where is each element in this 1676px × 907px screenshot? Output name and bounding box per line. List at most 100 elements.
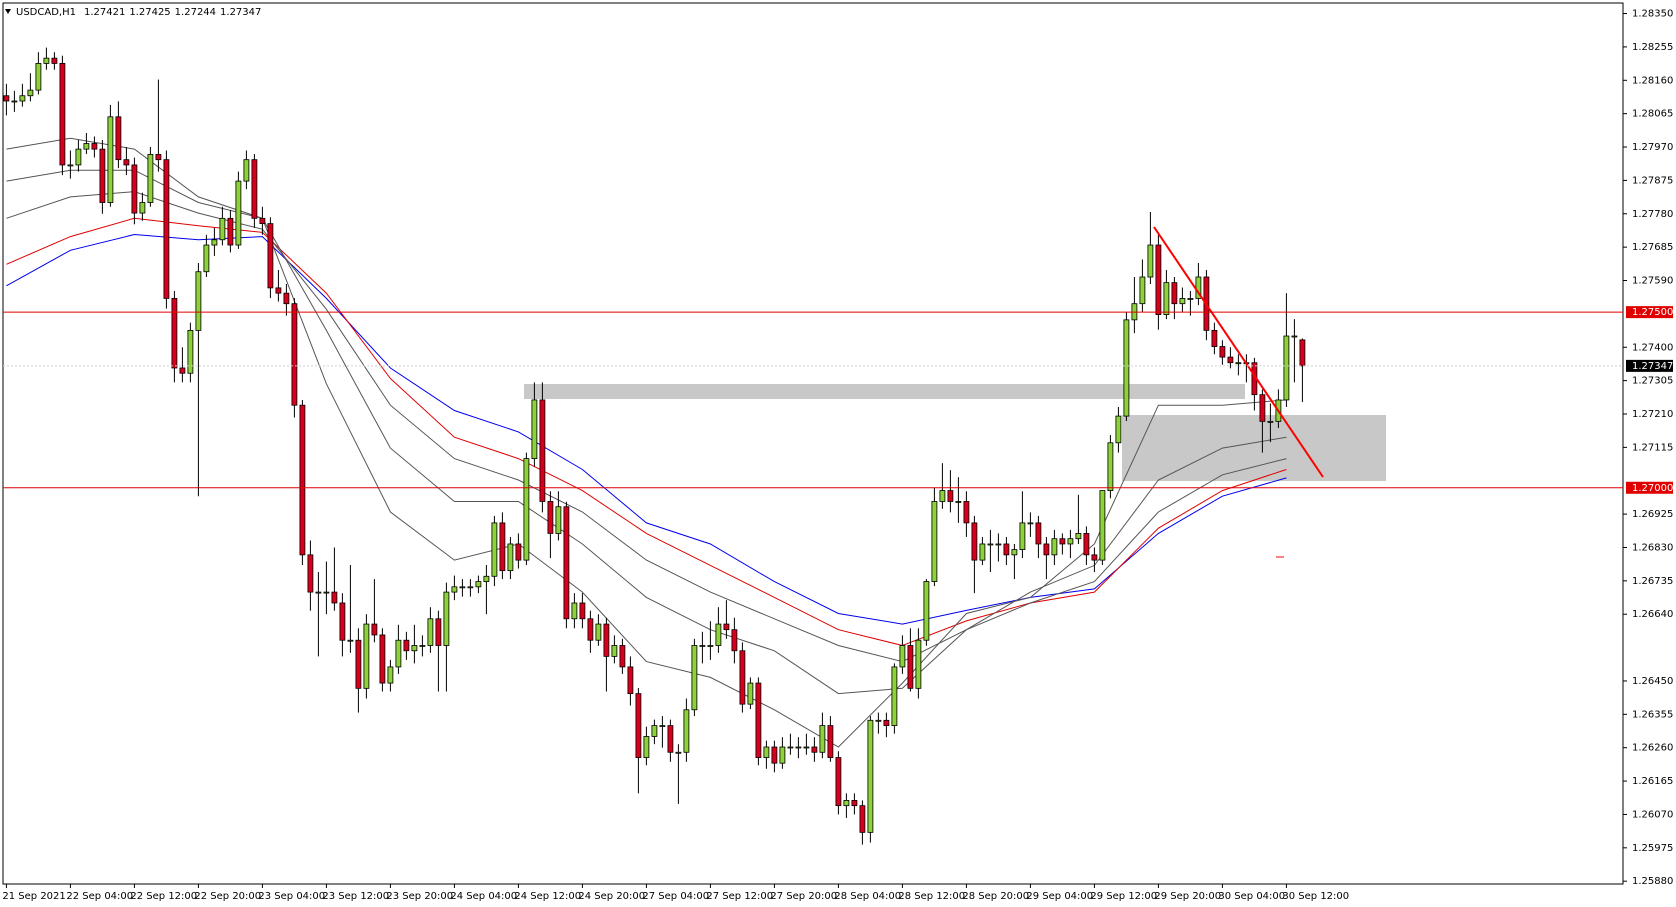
candle-body [443,591,450,646]
candle-body [595,623,602,641]
axes: 1.28350 1.28255 1.28160 1.28065 1.27970 1.278… [2,9,1673,902]
candle-body [395,639,402,668]
candle-body [1179,298,1186,305]
y-tick-label: 1.26925 [1632,509,1673,520]
candle-body [347,639,354,642]
candle-body [811,746,818,753]
candle-body [1115,415,1122,444]
y-tick-label: 1.27305 [1632,376,1673,387]
candle-body [843,799,850,807]
candle-body [883,719,890,726]
candle-body [835,757,842,807]
x-tick-label: 29 Sep 04:00 [1026,891,1093,902]
candle-body [851,799,858,807]
candle-body [627,666,634,695]
candle-body [971,522,978,561]
candle-body [243,159,250,182]
candle-body [155,153,162,161]
candle-body [1219,346,1226,358]
candle-body [187,329,194,374]
candle-body [939,490,946,502]
x-tick-label: 22 Sep 04:00 [66,891,133,902]
y-tick-label: 1.27400 [1632,342,1673,353]
candle-body [267,223,274,289]
candle-body [1075,533,1082,540]
candle-body [827,725,834,758]
candle-body [1235,362,1242,365]
candle-body [1227,356,1234,364]
candle-body [539,399,546,502]
candle-body [115,116,122,161]
candle-body [1171,282,1178,305]
candle-body [331,591,338,604]
candle-body [139,202,146,214]
candle-body [651,725,658,737]
candle-body [275,287,282,294]
candle-body [995,543,1002,546]
candle-body [875,719,882,722]
candle-body [291,303,298,406]
candle-body [99,148,106,203]
y-tick-label: 1.27685 [1632,242,1673,253]
candle-body [387,666,394,684]
x-tick-label: 22 Sep 20:00 [194,891,261,902]
candle-body [147,153,154,203]
x-tick-label: 28 Sep 12:00 [898,891,965,902]
candle-body [1003,543,1010,556]
candle-body [131,164,138,214]
x-tick-label: 22 Sep 12:00 [130,891,197,902]
candle-body [563,506,570,620]
y-tick-label: 1.27590 [1632,276,1673,287]
candle-body [1283,335,1290,401]
candle-body [475,581,482,588]
candle-body [723,623,730,631]
candle-body [955,501,962,503]
candle-body [635,693,642,758]
candle-body [1059,538,1066,545]
candle-body [235,180,242,246]
x-tick-label: 29 Sep 12:00 [1090,891,1157,902]
candle-body [779,746,786,764]
candle-body [91,143,98,150]
x-tick-label: 24 Sep 04:00 [450,891,517,902]
candle-body [1099,490,1106,561]
candle-body [731,629,738,652]
candle-body [795,746,802,749]
menu-arrow[interactable] [5,9,11,14]
candle-body [699,645,706,647]
y-tick-label: 1.28350 [1632,9,1673,20]
x-tick-label: 27 Sep 20:00 [770,891,837,902]
x-tick-label: 27 Sep 12:00 [706,891,773,902]
candle-body [1067,538,1074,545]
candle-body [107,116,114,203]
candle-body [979,543,986,561]
y-tick-label: 1.26260 [1632,743,1673,754]
x-tick-label: 30 Sep 04:00 [1218,891,1285,902]
x-tick-label: 28 Sep 04:00 [834,891,901,902]
candle-body [1187,298,1194,300]
candle-body [1035,522,1042,545]
candle-body [1083,533,1090,556]
level-label-box [1626,481,1673,494]
candle-body [579,602,586,620]
candle-body [403,639,410,652]
zone [1122,415,1386,481]
candle-body [891,666,898,726]
candle-body [1091,554,1098,561]
y-tick-label: 1.26830 [1632,542,1673,553]
low: 1.27244 [175,7,216,18]
candle-body [867,719,874,833]
candle-body [227,217,234,246]
candle-body [11,100,18,103]
candle-body [963,501,970,524]
y-tick-label: 1.27115 [1632,442,1673,453]
candle-body [611,645,618,657]
candle-body [1027,522,1034,525]
x-tick-label: 29 Sep 20:00 [1154,891,1221,902]
candle-body [931,501,938,582]
x-tick-label: 24 Sep 20:00 [578,891,645,902]
candle-body [315,591,322,594]
candle-body [1299,339,1306,367]
candle-body [707,645,714,647]
candle-body [987,543,994,546]
